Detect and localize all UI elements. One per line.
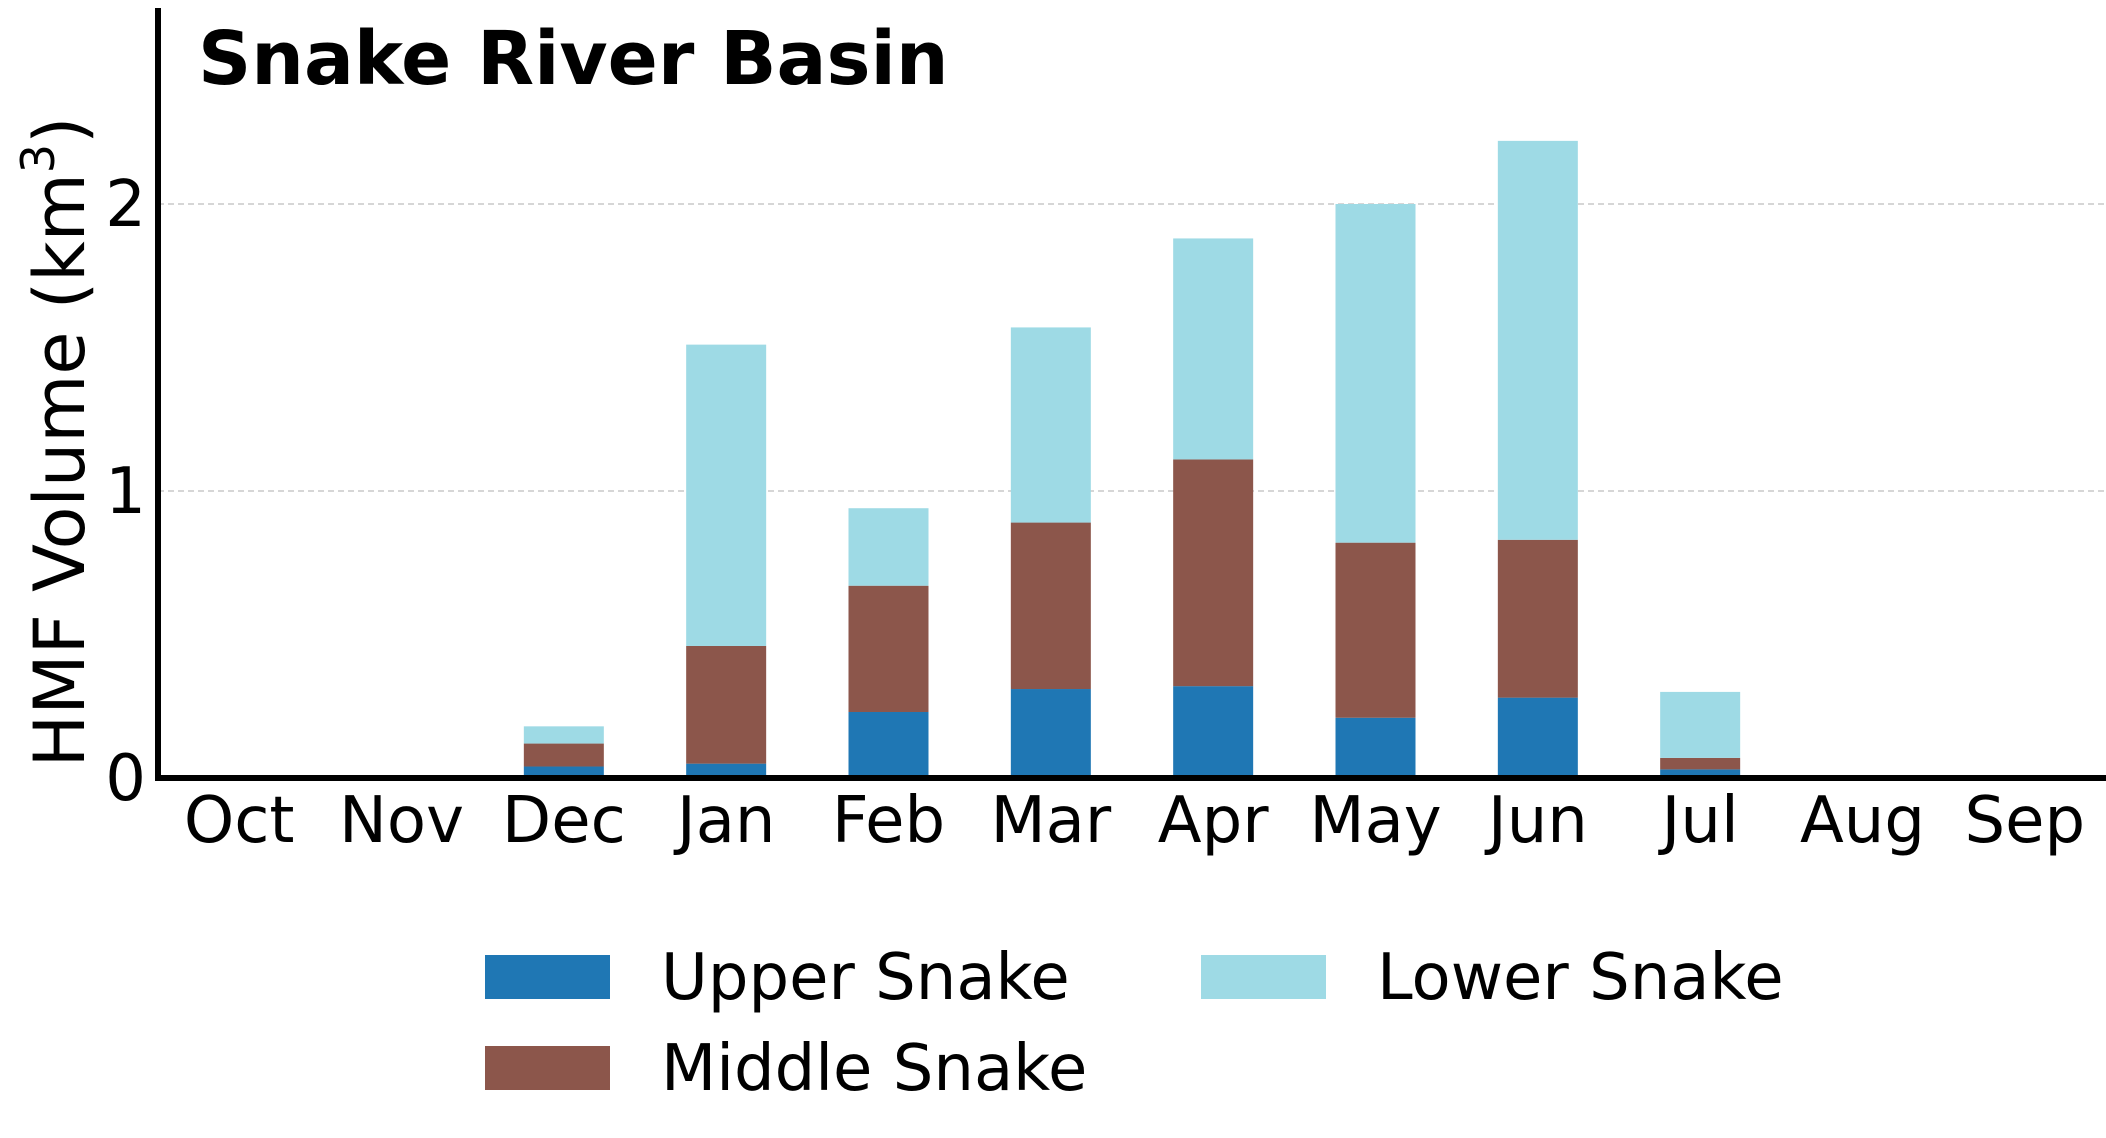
legend: Upper Snake Middle Snake Lower Snake [485,941,1784,1106]
bar-upper-snake-jul [1660,769,1741,778]
x-tick-label-jan: Jan [673,784,776,858]
x-tick-label-sep: Sep [1965,784,2086,858]
x-tick-label-aug: Aug [1800,784,1925,858]
x-tick-label-jun: Jun [1484,784,1588,858]
x-tick-label-dec: Dec [502,784,626,858]
bar-upper-snake-dec [523,766,604,778]
legend-label-lower-snake: Lower Snake [1377,941,1784,1015]
bar-lower-snake-mar [1010,327,1091,523]
bar-middle-snake-apr [1173,459,1254,687]
y-axis-label-suffix: ) [19,117,101,144]
x-tick-label-nov: Nov [339,784,464,858]
bar-middle-snake-jun [1497,539,1578,698]
y-axis-label-text: HMF Volume (km [19,173,101,767]
legend-swatch-lower-snake [1201,955,1326,999]
x-tick-label-may: May [1309,784,1441,858]
bar-upper-snake-apr [1173,686,1254,778]
bar-middle-snake-jan [686,645,767,764]
y-tick-label-1: 1 [105,455,146,529]
bar-middle-snake-dec [523,743,604,767]
bar-upper-snake-jun [1497,697,1578,778]
bar-upper-snake-may [1335,717,1416,778]
chart-title: Snake River Basin [198,16,949,102]
bar-lower-snake-dec [523,726,604,744]
bar-lower-snake-jun [1497,140,1578,540]
bar-lower-snake-may [1335,204,1416,543]
y-axis-label: HMF Volume (km3) [11,117,101,768]
legend-swatch-upper-snake [485,955,610,999]
legend-label-middle-snake: Middle Snake [661,1032,1087,1106]
bar-lower-snake-apr [1173,238,1254,460]
y-tick-labels: 0 1 2 [105,168,146,816]
bar-middle-snake-jul [1660,757,1741,770]
x-tick-label-mar: Mar [990,784,1111,858]
y-axis-label-superscript: 3 [11,144,65,173]
y-tick-label-2: 2 [105,168,146,242]
x-tick-labels: Oct Nov Dec Jan Feb Mar Apr May Jun Jul Aug Sep [184,784,2085,858]
x-tick-label-apr: Apr [1158,784,1269,858]
bar-middle-snake-mar [1010,522,1091,690]
bar-lower-snake-jul [1660,691,1741,758]
bar-upper-snake-jan [686,763,767,778]
x-tick-label-oct: Oct [184,784,295,858]
legend-swatch-middle-snake [485,1046,610,1090]
x-tick-label-feb: Feb [832,784,945,858]
x-tick-label-jul: Jul [1658,784,1739,858]
legend-label-upper-snake: Upper Snake [661,941,1070,1015]
bar-upper-snake-feb [848,711,929,778]
gridlines [158,203,2106,492]
bar-middle-snake-may [1335,542,1416,718]
bar-upper-snake-mar [1010,689,1091,778]
bar-lower-snake-feb [848,508,929,586]
bar-middle-snake-feb [848,585,929,712]
bar-lower-snake-jan [686,344,767,646]
bars [523,140,1741,778]
y-tick-label-0: 0 [105,742,146,816]
